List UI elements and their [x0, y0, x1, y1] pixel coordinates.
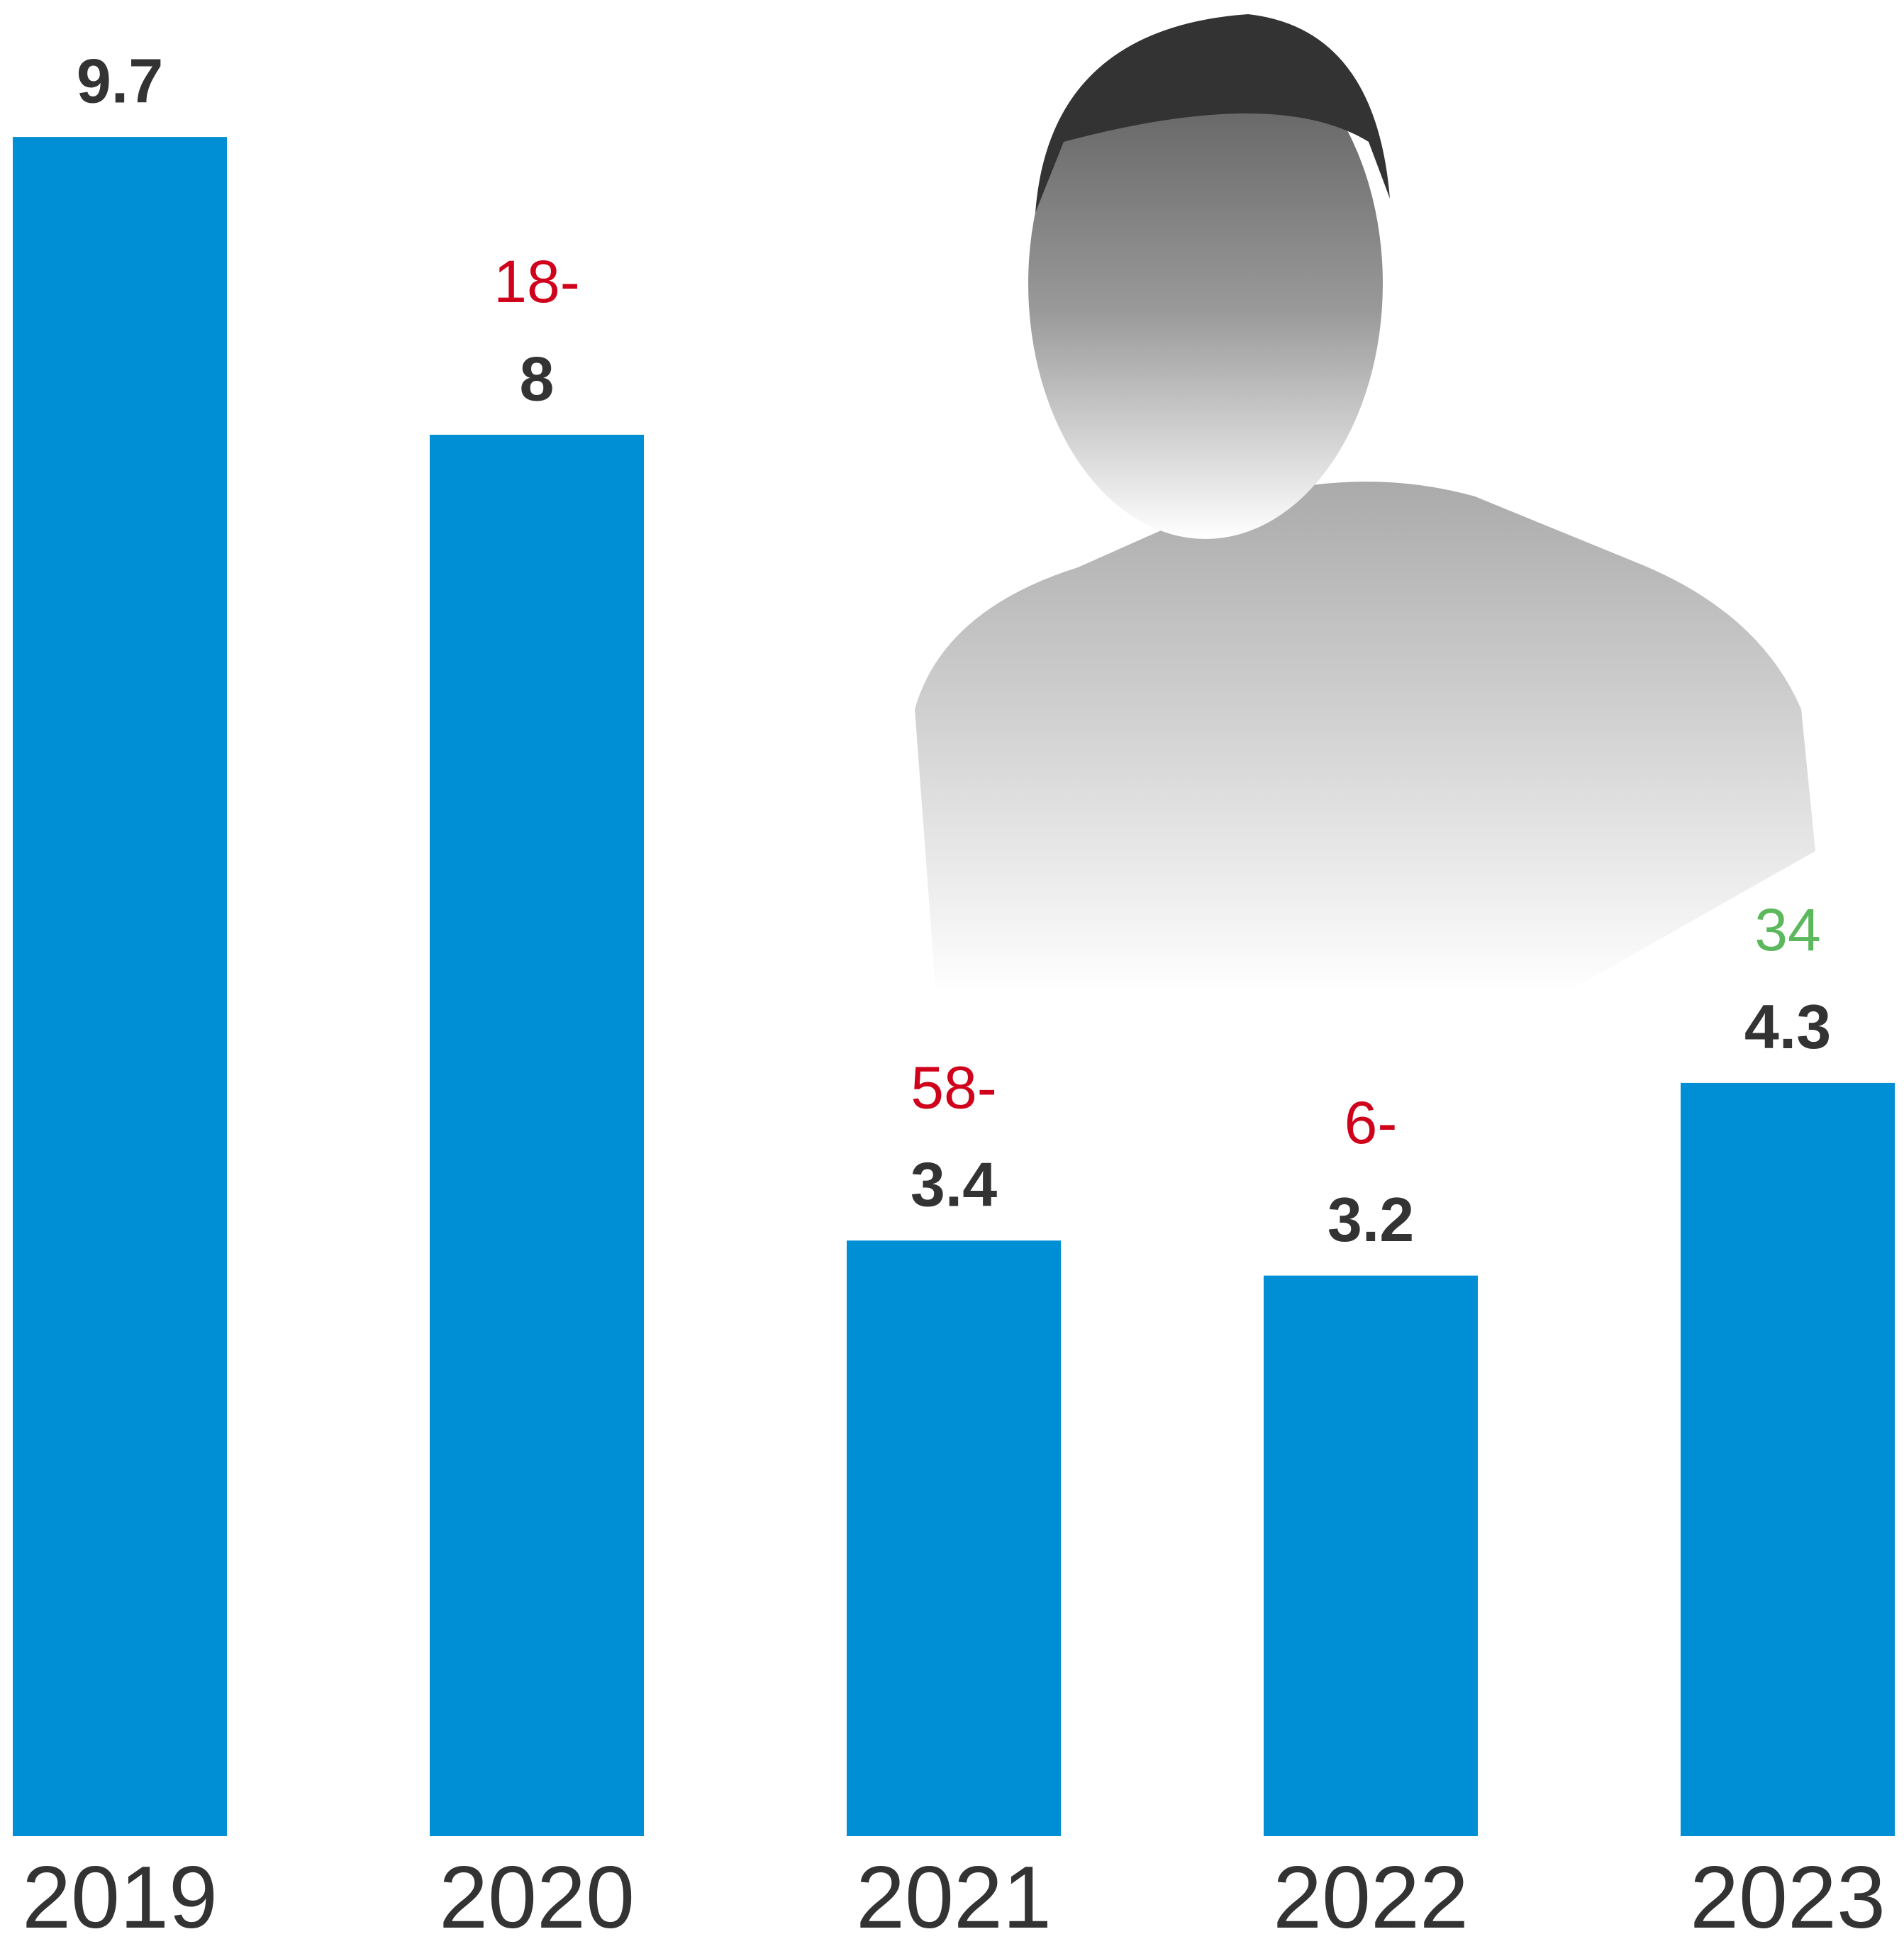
- value-label: 8: [520, 343, 555, 413]
- change-label: 34: [1754, 896, 1820, 963]
- change-label: 18-: [494, 248, 579, 315]
- value-label: 4.3: [1744, 991, 1831, 1062]
- value-label: 3.2: [1327, 1184, 1414, 1255]
- change-label: 58-: [911, 1054, 996, 1121]
- bar: [13, 137, 227, 1836]
- x-tick-label: 2023: [1690, 1849, 1886, 1947]
- bar: [1264, 1275, 1478, 1836]
- value-label: 9.7: [77, 45, 163, 116]
- value-label: 3.4: [911, 1149, 997, 1219]
- x-tick-label: 2021: [856, 1849, 1052, 1947]
- x-tick-label: 2020: [439, 1849, 635, 1947]
- change-label: 6-: [1345, 1089, 1398, 1156]
- bar: [1681, 1082, 1895, 1836]
- x-tick-label: 2022: [1273, 1849, 1469, 1947]
- bar: [847, 1240, 1061, 1836]
- x-tick-label: 2019: [22, 1849, 218, 1947]
- player-photo: [915, 14, 1815, 996]
- bar: [430, 435, 644, 1836]
